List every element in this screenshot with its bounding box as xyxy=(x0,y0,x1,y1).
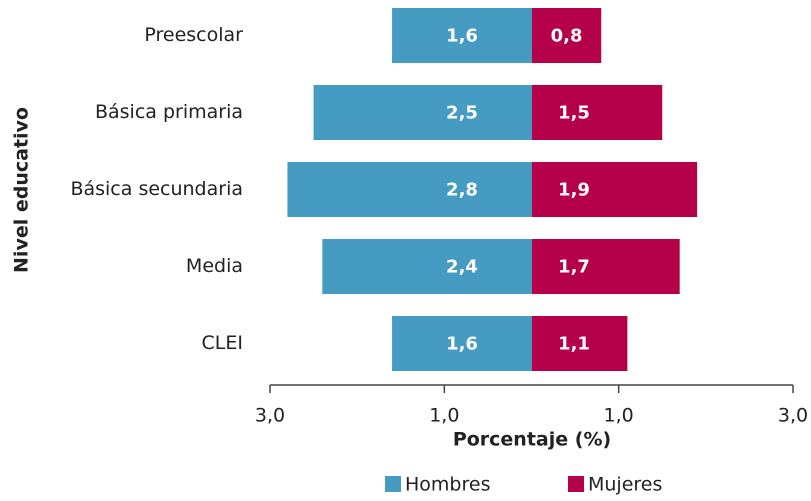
legend-label: Mujeres xyxy=(588,474,662,496)
value-label: 1,7 xyxy=(558,257,590,278)
value-label: 1,9 xyxy=(558,180,590,201)
x-tick-label: 3,0 xyxy=(778,405,808,427)
bar xyxy=(322,239,532,294)
x-axis-title: Porcentaje (%) xyxy=(453,429,611,451)
value-label: 1,6 xyxy=(446,334,478,355)
y-tick-label: Preescolar xyxy=(144,24,243,46)
bar xyxy=(287,162,532,217)
x-tick-label: 1,0 xyxy=(604,405,634,427)
value-label: 1,6 xyxy=(446,26,478,47)
legend-swatch xyxy=(568,476,584,492)
bar xyxy=(532,8,602,63)
x-tick-label: 3,0 xyxy=(255,405,285,427)
value-label: 1,1 xyxy=(558,334,590,355)
y-tick-label: Básica secundaria xyxy=(70,178,243,200)
value-label: 2,8 xyxy=(446,180,478,201)
y-tick-label: Básica primaria xyxy=(95,101,243,123)
legend-swatch xyxy=(385,476,401,492)
value-label: 0,8 xyxy=(551,26,583,47)
bar xyxy=(532,85,663,140)
value-label: 2,4 xyxy=(446,257,478,278)
bar xyxy=(532,162,698,217)
bar xyxy=(392,316,532,371)
bar xyxy=(532,316,628,371)
legend-label: Hombres xyxy=(405,474,490,496)
bar xyxy=(532,239,680,294)
value-label: 1,5 xyxy=(558,103,590,124)
value-label: 2,5 xyxy=(446,103,478,124)
x-tick-label: 1,0 xyxy=(429,405,459,427)
y-axis-title: Nivel educativo xyxy=(11,107,33,273)
bar xyxy=(392,8,532,63)
y-tick-label: Media xyxy=(186,255,243,277)
y-tick-label: CLEI xyxy=(202,332,243,354)
bar xyxy=(313,85,532,140)
